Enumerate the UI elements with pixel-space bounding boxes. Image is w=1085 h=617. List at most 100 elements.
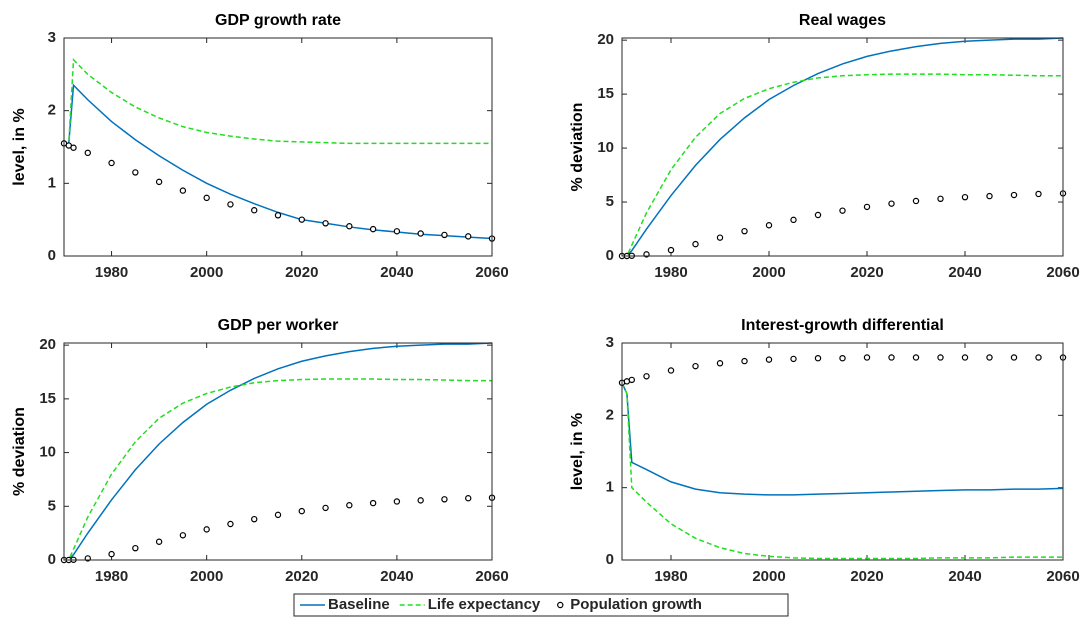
y-axis-label: % deviation (569, 103, 586, 192)
data-point (465, 495, 472, 502)
y-tick-label: 15 (597, 85, 614, 102)
data-point (888, 200, 895, 207)
y-tick-label: 2 (606, 406, 614, 423)
data-point (1010, 191, 1018, 199)
y-axis-label: % deviation (11, 407, 28, 496)
data-point (888, 354, 895, 361)
data-point (132, 544, 139, 552)
data-point (716, 360, 724, 367)
x-tick-label: 2060 (475, 264, 508, 281)
data-point (741, 227, 748, 235)
y-tick-label: 0 (606, 551, 614, 568)
y-tick-label: 20 (597, 31, 614, 48)
data-line (621, 382, 1064, 496)
x-tick-label: 2040 (380, 264, 413, 281)
x-tick-label: 2000 (752, 568, 785, 585)
data-line (621, 382, 1063, 560)
x-tick-label: 2040 (948, 264, 981, 281)
data-point (667, 367, 675, 374)
data-point (298, 507, 305, 515)
data-line (64, 342, 493, 561)
data-point (465, 233, 472, 240)
data-point (441, 231, 448, 239)
data-point (692, 362, 699, 370)
data-point (132, 169, 139, 176)
data-point (1035, 190, 1042, 198)
x-tick-label: 2020 (850, 568, 883, 585)
data-point (369, 225, 377, 233)
legend-label: Baseline (328, 596, 390, 613)
data-point (790, 216, 797, 224)
data-point (322, 220, 329, 227)
data-point (227, 201, 234, 208)
x-tick-label: 2060 (1046, 568, 1079, 585)
data-point (179, 187, 187, 194)
data-point (84, 149, 91, 157)
data-point (937, 195, 944, 203)
y-tick-label: 2 (48, 102, 56, 119)
data-point (628, 376, 636, 384)
data-point (839, 207, 846, 214)
plot-frame (621, 342, 1064, 561)
data-point (298, 216, 305, 223)
x-tick-label: 2060 (475, 568, 508, 585)
y-tick-label: 0 (48, 247, 56, 264)
data-point (1035, 354, 1042, 361)
chart-title: Interest-growth differential (741, 317, 944, 334)
data-line (622, 73, 1063, 257)
y-tick-label: 20 (39, 336, 56, 353)
legend-swatch (557, 601, 564, 609)
data-point (155, 178, 163, 186)
y-tick-label: 3 (48, 29, 56, 46)
data-point (274, 511, 282, 519)
data-line (64, 378, 492, 561)
data-point (961, 193, 969, 201)
data-point (1010, 354, 1018, 361)
x-tick-label: 2020 (285, 264, 318, 281)
y-tick-label: 5 (606, 193, 614, 210)
x-tick-label: 2020 (850, 264, 883, 281)
legend-label: Population growth (570, 596, 702, 613)
x-tick-label: 2040 (380, 568, 413, 585)
data-point (765, 222, 773, 229)
data-point (961, 354, 969, 361)
data-point (179, 532, 187, 539)
y-tick-label: 3 (606, 334, 614, 351)
y-tick-label: 10 (39, 444, 56, 461)
x-tick-label: 1980 (654, 568, 687, 585)
data-point (155, 538, 163, 545)
data-line (64, 58, 492, 145)
data-point (863, 203, 871, 211)
data-point (70, 144, 77, 151)
x-tick-label: 2000 (752, 264, 785, 281)
data-point (741, 357, 748, 365)
data-point (251, 515, 258, 523)
chart-title: GDP per worker (218, 317, 339, 334)
y-axis-label: level, in % (569, 413, 586, 490)
plot-frame (63, 37, 493, 257)
data-point (417, 230, 424, 237)
data-point (108, 550, 115, 558)
legend: Baseline Life expectancy Population growth (293, 593, 789, 617)
data-point (417, 497, 424, 504)
x-tick-label: 2000 (190, 264, 223, 281)
data-point (227, 520, 234, 528)
x-tick-label: 1980 (95, 568, 128, 585)
data-point (346, 502, 353, 509)
plot-frame (621, 37, 1064, 257)
x-tick-label: 2020 (285, 568, 318, 585)
data-point (986, 192, 993, 200)
data-point (765, 356, 773, 363)
data-point (716, 234, 724, 241)
y-tick-label: 0 (48, 551, 56, 568)
data-point (251, 207, 258, 214)
data-point (692, 240, 699, 248)
data-point (912, 354, 920, 361)
data-point (814, 211, 822, 219)
data-point (441, 496, 448, 503)
data-point (814, 354, 822, 362)
data-point (369, 499, 377, 507)
data-point (986, 354, 993, 361)
data-point (108, 159, 115, 167)
data-point (322, 504, 329, 512)
